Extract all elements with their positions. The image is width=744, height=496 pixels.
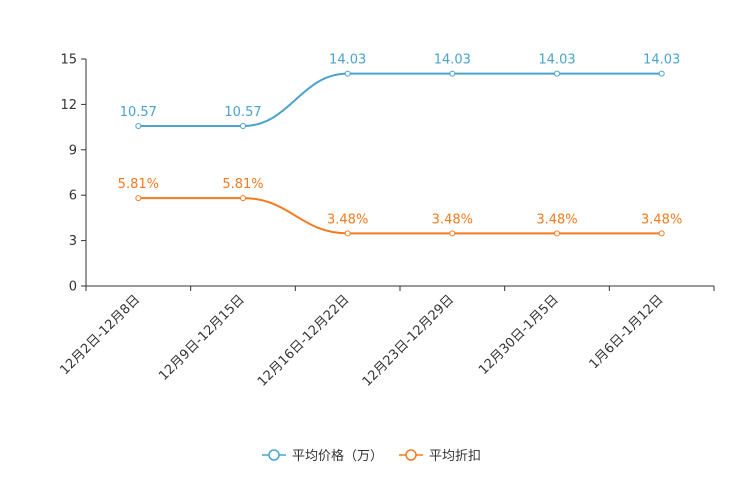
legend-circle-icon: [268, 449, 280, 461]
data-label: 14.03: [538, 53, 575, 68]
data-point[interactable]: [449, 230, 456, 237]
x-tick-label: 12月16日-12月22日: [255, 292, 352, 389]
x-tick-label: 12月30日-1月5日: [476, 292, 562, 378]
legend-label: 平均价格（万）: [292, 448, 383, 464]
legend-item-2[interactable]: 平均折扣: [399, 449, 481, 464]
legend[interactable]: 平均价格（万） 平均折扣: [262, 448, 481, 464]
data-label: 3.48%: [641, 212, 682, 227]
data-point[interactable]: [658, 70, 665, 77]
x-tick-label: 12月2日-12月8日: [57, 292, 143, 378]
data-label: 5.81%: [118, 177, 159, 192]
data-label: 14.03: [434, 53, 471, 68]
x-tick-label: 12月23日-12月29日: [360, 292, 457, 389]
data-point[interactable]: [554, 70, 560, 77]
legend-item-1[interactable]: 平均价格（万）: [262, 448, 383, 464]
legend-circle-icon: [405, 449, 417, 461]
y-tick-label: 9: [69, 143, 77, 158]
y-tick-label: 6: [69, 189, 77, 204]
data-label: 3.48%: [536, 212, 577, 227]
series-2: 5.81% 5.81% 3.48% 3.48% 3.48% 3.48%: [118, 177, 682, 237]
x-tick-label: 1月6日-1月12日: [587, 292, 667, 372]
data-label: 5.81%: [222, 177, 263, 192]
y-tick-label: 12: [60, 98, 77, 113]
data-label: 3.48%: [327, 212, 368, 227]
data-point[interactable]: [344, 230, 351, 237]
data-point[interactable]: [240, 123, 246, 130]
data-point[interactable]: [449, 70, 456, 77]
x-tick-label: 12月9日-12月15日: [156, 292, 248, 384]
series-1: 10.57 10.57 14.03 14.03 14.03 14.03: [120, 53, 680, 130]
data-point[interactable]: [658, 230, 665, 237]
data-label: 10.57: [224, 105, 261, 120]
series-line: [138, 72, 662, 128]
data-point[interactable]: [240, 195, 246, 202]
series-line: [138, 197, 662, 235]
y-tick-label: 0: [69, 280, 77, 295]
data-point[interactable]: [135, 195, 142, 202]
y-tick-label: 3: [69, 234, 77, 249]
data-point[interactable]: [344, 70, 351, 77]
y-tick-label: 15: [60, 53, 77, 68]
data-label: 10.57: [120, 105, 157, 120]
data-point[interactable]: [135, 123, 142, 130]
legend-label: 平均折扣: [429, 449, 481, 464]
data-label: 14.03: [329, 53, 366, 68]
data-label: 14.03: [643, 53, 680, 68]
data-point[interactable]: [554, 230, 560, 237]
axes: 0 3 6 9 12 15 12月2日-12月8日 12月9日-12月15日 12月16日-12…: [57, 53, 715, 390]
data-label: 3.48%: [432, 212, 473, 227]
